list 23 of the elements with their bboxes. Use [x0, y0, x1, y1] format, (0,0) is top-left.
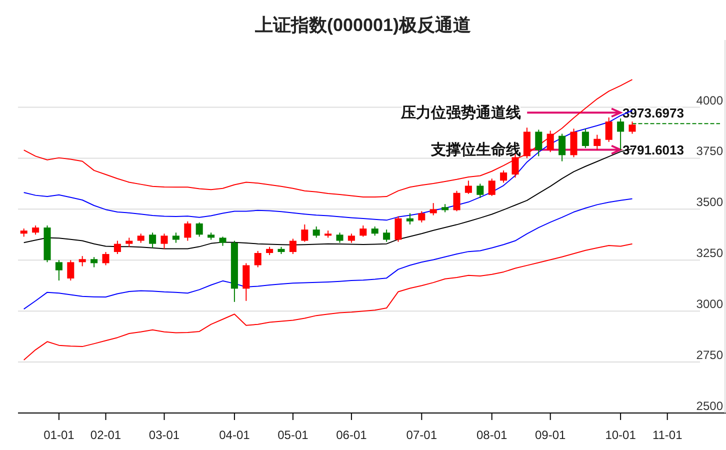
y-tick-label: 3000: [696, 297, 724, 312]
x-tick-label: 11-01: [652, 428, 683, 442]
x-tick-label: 06-01: [336, 428, 368, 442]
x-tick-label: 08-01: [476, 428, 508, 442]
y-tick-label: 3250: [696, 246, 724, 260]
x-tick-label: 10-01: [605, 428, 636, 442]
x-tick-label: 09-01: [535, 428, 566, 442]
ref-line-label: 压力位强势通道线: [400, 104, 522, 122]
y-tick-label: 3750: [696, 144, 724, 158]
ref-line-label: 支撑位生命线: [430, 142, 522, 159]
x-tick-label: 07-01: [406, 428, 438, 442]
x-tick-label: 05-01: [278, 428, 309, 442]
x-tick-label: 02-01: [90, 428, 122, 442]
x-tick-label: 03-01: [148, 428, 180, 442]
x-tick-label: 01-01: [44, 428, 75, 442]
y-tick-label: 2500: [696, 399, 724, 413]
annotation: 3791.6013: [622, 142, 684, 158]
y-tick-label: 3500: [696, 195, 724, 210]
x-tick-label: 04-01: [219, 428, 250, 442]
y-tick-label: 4000: [696, 93, 724, 108]
y-tick-label: 2750: [696, 348, 724, 362]
annotation: 3973.6973: [622, 106, 684, 121]
chart-title: 上证指数(000001)极反通道: [254, 15, 472, 35]
